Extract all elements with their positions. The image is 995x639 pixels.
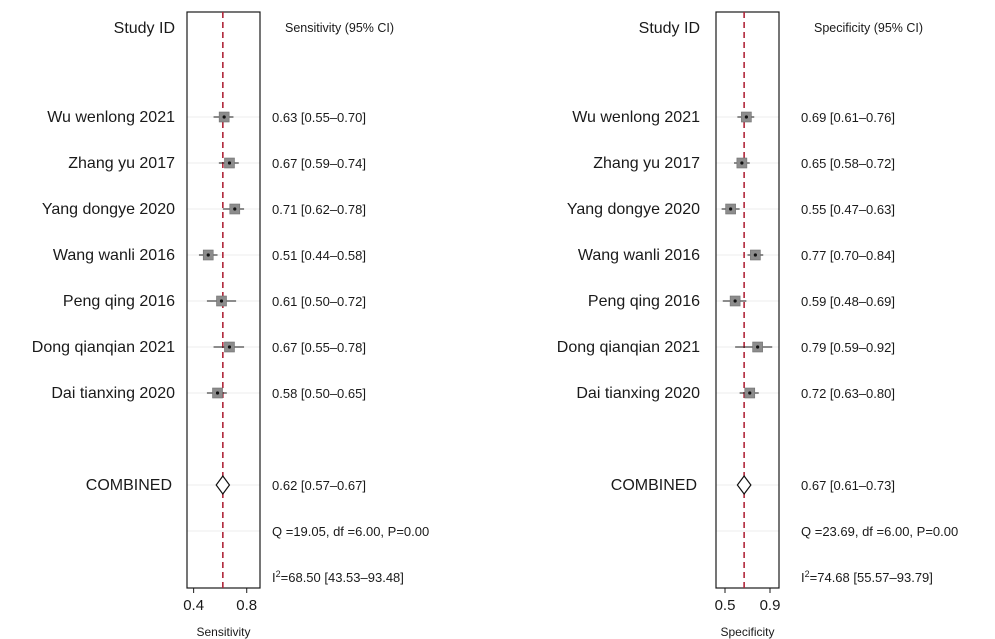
value-header: Specificity (95% CI) bbox=[814, 21, 923, 35]
study-id-header: Study ID bbox=[114, 20, 175, 37]
estimate-point bbox=[219, 299, 224, 303]
i-squared-symbol: I bbox=[272, 570, 276, 585]
study-value: 0.65 [0.58–0.72] bbox=[801, 156, 895, 171]
study-label: Peng qing 2016 bbox=[63, 293, 175, 310]
study-value: 0.58 [0.50–0.65] bbox=[272, 386, 366, 401]
study-label: Yang dongye 2020 bbox=[42, 201, 175, 218]
i-squared-value: =74.68 [55.57–93.79] bbox=[810, 570, 933, 585]
estimate-point bbox=[233, 207, 237, 211]
study-label: Zhang yu 2017 bbox=[593, 155, 700, 172]
combined-label: COMBINED bbox=[611, 477, 697, 494]
plot-frame bbox=[715, 11, 780, 589]
study-label: Dai tianxing 2020 bbox=[51, 385, 175, 402]
estimate-point bbox=[748, 391, 752, 395]
estimate-point bbox=[227, 345, 232, 349]
study-label: Yang dongye 2020 bbox=[567, 201, 700, 218]
study-value: 0.77 [0.70–0.84] bbox=[801, 248, 895, 263]
combined-label: COMBINED bbox=[86, 477, 172, 494]
i-squared-symbol: I bbox=[801, 570, 805, 585]
estimate-point bbox=[740, 161, 744, 165]
estimate-point bbox=[215, 391, 220, 395]
i-squared-superscript: 2 bbox=[276, 569, 281, 579]
i-squared-stats: I2=74.68 [55.57–93.79] bbox=[801, 569, 933, 585]
study-value: 0.67 [0.59–0.74] bbox=[272, 156, 366, 171]
estimate-point bbox=[729, 207, 733, 211]
study-value: 0.61 [0.50–0.72] bbox=[272, 294, 366, 309]
study-value: 0.69 [0.61–0.76] bbox=[801, 110, 895, 125]
value-header: Sensitivity (95% CI) bbox=[285, 21, 394, 35]
estimate-point bbox=[227, 161, 232, 165]
study-label: Wang wanli 2016 bbox=[53, 247, 175, 264]
study-value: 0.79 [0.59–0.92] bbox=[801, 340, 895, 355]
study-value: 0.51 [0.44–0.58] bbox=[272, 248, 366, 263]
estimate-point bbox=[222, 115, 226, 119]
study-label: Dong qianqian 2021 bbox=[32, 339, 175, 356]
x-tick-label: 0.5 bbox=[715, 597, 736, 614]
combined-diamond bbox=[215, 474, 231, 496]
study-id-header: Study ID bbox=[639, 20, 700, 37]
estimate-point bbox=[756, 345, 760, 349]
combined-value: 0.62 [0.57–0.67] bbox=[272, 478, 366, 493]
estimate-point bbox=[744, 115, 748, 119]
study-label: Peng qing 2016 bbox=[588, 293, 700, 310]
study-value: 0.55 [0.47–0.63] bbox=[801, 202, 895, 217]
x-tick-label: 0.4 bbox=[183, 597, 204, 614]
study-value: 0.59 [0.48–0.69] bbox=[801, 294, 895, 309]
study-value: 0.72 [0.63–0.80] bbox=[801, 386, 895, 401]
study-value: 0.71 [0.62–0.78] bbox=[272, 202, 366, 217]
x-tick-label: 0.8 bbox=[236, 597, 257, 614]
study-value: 0.67 [0.55–0.78] bbox=[272, 340, 366, 355]
combined-value: 0.67 [0.61–0.73] bbox=[801, 478, 895, 493]
x-axis-label: Sensitivity bbox=[196, 625, 250, 639]
study-label: Wu wenlong 2021 bbox=[572, 109, 700, 126]
study-label: Wu wenlong 2021 bbox=[47, 109, 175, 126]
i-squared-superscript: 2 bbox=[805, 569, 810, 579]
study-value: 0.63 [0.55–0.70] bbox=[272, 110, 366, 125]
heterogeneity-stats: Q =23.69, df =6.00, P=0.00 bbox=[801, 524, 958, 539]
estimate-point bbox=[733, 299, 737, 303]
study-label: Dong qianqian 2021 bbox=[557, 339, 700, 356]
study-label: Dai tianxing 2020 bbox=[576, 385, 700, 402]
combined-diamond bbox=[736, 475, 752, 495]
heterogeneity-stats: Q =19.05, df =6.00, P=0.00 bbox=[272, 524, 429, 539]
x-axis-label: Specificity bbox=[720, 625, 774, 639]
estimate-point bbox=[206, 253, 210, 257]
estimate-point bbox=[753, 253, 757, 257]
study-label: Zhang yu 2017 bbox=[68, 155, 175, 172]
study-label: Wang wanli 2016 bbox=[578, 247, 700, 264]
x-tick-label: 0.9 bbox=[760, 597, 781, 614]
i-squared-stats: I2=68.50 [43.53–93.48] bbox=[272, 569, 404, 585]
i-squared-value: =68.50 [43.53–93.48] bbox=[281, 570, 404, 585]
